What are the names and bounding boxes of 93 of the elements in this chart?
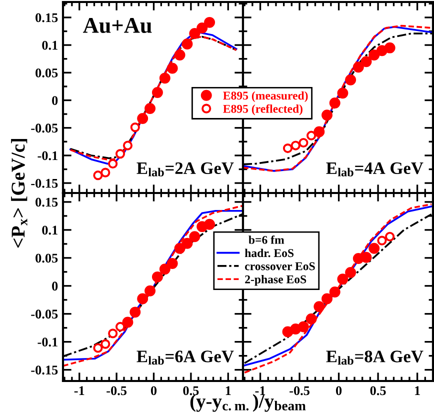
- legend-label: E895 (reflected): [223, 104, 302, 116]
- point: [384, 42, 396, 54]
- legend-title: b=6 fm: [248, 236, 284, 244]
- point: [182, 38, 193, 50]
- x-axis-title: (y-y$_{c.m.}$)/y$_{beam}$: [190, 394, 306, 412]
- point: [322, 293, 332, 304]
- point: [108, 328, 118, 338]
- y-axis-title: <P$_{x}$> [GeV/c]: [11, 138, 28, 248]
- point: [166, 62, 178, 74]
- point: [360, 56, 372, 68]
- point: [189, 231, 200, 242]
- point: [329, 98, 340, 109]
- annotation: E$_{lab}$=8A GeV: [326, 350, 424, 365]
- point: [306, 313, 317, 324]
- x-tick-label: 0.5: [183, 386, 199, 396]
- x-tick-label: -0.5: [106, 386, 127, 396]
- annotation: E$_{lab}$=2A GeV: [136, 162, 234, 176]
- point: [137, 112, 148, 124]
- y-tick-label: -0.05: [31, 124, 58, 133]
- y-tick-label: 0: [52, 282, 58, 291]
- point: [93, 343, 103, 353]
- point: [137, 293, 148, 304]
- point: [204, 218, 216, 230]
- point: [290, 140, 300, 150]
- point: [100, 339, 110, 349]
- y-tick-label: -0.15: [31, 366, 58, 375]
- point: [93, 170, 103, 180]
- y-tick-label: -0.15: [31, 178, 58, 188]
- point: [376, 45, 388, 56]
- point: [298, 321, 309, 332]
- point: [130, 306, 141, 318]
- y-tick-label: 0: [52, 96, 58, 105]
- point: [337, 274, 348, 285]
- x-tick-label: 1: [415, 386, 420, 396]
- annotation: Au+Au: [83, 18, 152, 33]
- point: [174, 242, 186, 254]
- legend-label: 2-phase EoS: [245, 275, 306, 286]
- x-tick-label: 0: [150, 386, 157, 396]
- x-tick-label: 0: [336, 386, 342, 396]
- point: [345, 266, 356, 278]
- point: [182, 238, 193, 249]
- point: [115, 322, 126, 332]
- point: [122, 140, 133, 150]
- y-tick-label: 0.1: [42, 40, 58, 50]
- point: [306, 130, 316, 140]
- point: [329, 286, 340, 298]
- point: [352, 62, 364, 73]
- legend-label: hadr. EoS: [244, 248, 294, 258]
- point: [360, 252, 372, 263]
- legend-label: crossover EoS: [245, 262, 315, 270]
- y-tick-label: -0.1: [38, 338, 58, 347]
- x-tick-label: 0.5: [370, 386, 386, 396]
- y-tick-label: 0.05: [36, 68, 58, 78]
- point: [108, 158, 118, 169]
- point: [322, 110, 332, 121]
- point: [345, 74, 356, 86]
- point: [115, 149, 126, 159]
- point: [368, 242, 380, 254]
- annotation: E$_{lab}$=6A GeV: [136, 350, 234, 365]
- y-tick-label: -0.05: [31, 310, 58, 319]
- point: [337, 88, 348, 99]
- y-tick-label: -0.1: [38, 151, 58, 160]
- point: [196, 22, 208, 34]
- point: [368, 50, 380, 60]
- point: [100, 168, 110, 178]
- point: [159, 72, 170, 84]
- point: [298, 138, 308, 148]
- point: [144, 103, 156, 114]
- point: [314, 126, 325, 138]
- y-tick-label: 0.1: [42, 226, 58, 235]
- point: [174, 50, 186, 60]
- x-tick-label: 1: [226, 386, 231, 396]
- point: [159, 264, 170, 275]
- point: [152, 271, 163, 282]
- point: [189, 28, 200, 39]
- point: [144, 285, 156, 296]
- point: [166, 258, 178, 269]
- point: [385, 232, 395, 242]
- point: [130, 122, 140, 132]
- annotation: E$_{lab}$=4A GeV: [326, 162, 424, 176]
- x-tick-label: -0.5: [290, 386, 310, 396]
- x-tick-label: -1: [74, 386, 84, 396]
- point: [314, 301, 325, 312]
- legend-label: E895 (measured): [223, 91, 308, 102]
- point: [152, 87, 163, 98]
- point: [282, 143, 293, 154]
- point: [122, 316, 134, 328]
- y-tick-label: 0.05: [36, 254, 58, 263]
- y-tick-label: 0.15: [36, 198, 58, 207]
- x-tick-label: -1: [255, 386, 266, 396]
- y-tick-label: 0.15: [36, 13, 58, 22]
- point: [204, 16, 216, 28]
- point: [377, 236, 387, 246]
